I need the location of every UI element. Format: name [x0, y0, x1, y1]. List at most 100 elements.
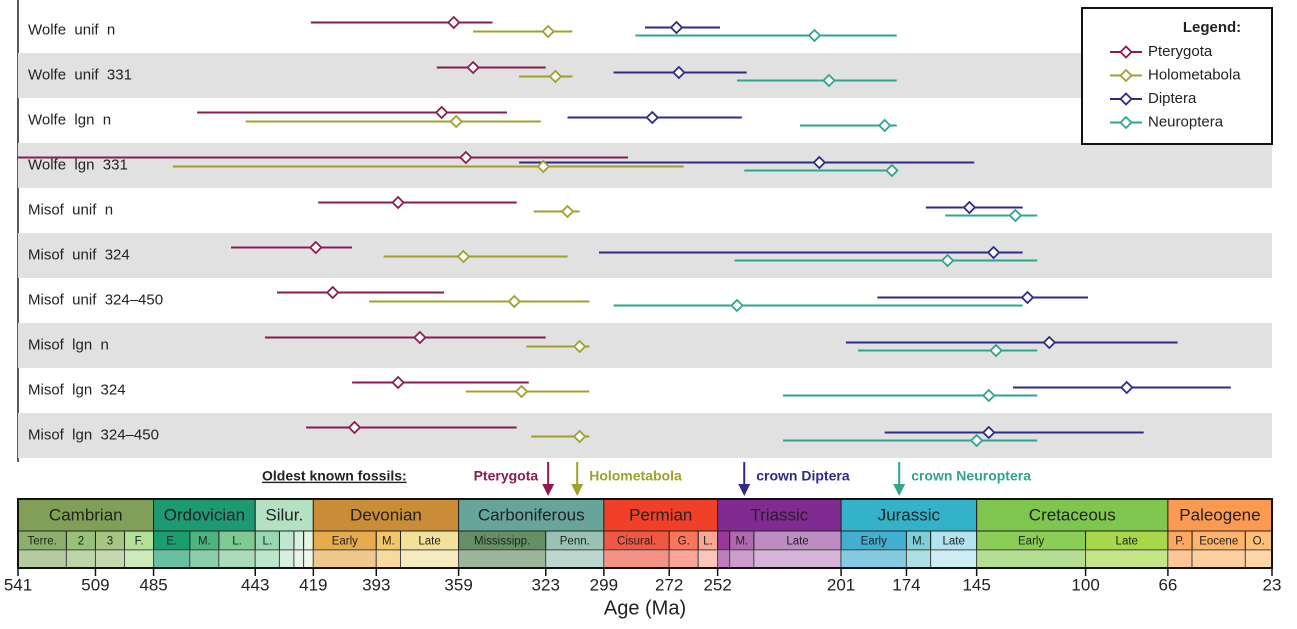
epoch-label: Early — [1018, 536, 1044, 548]
epoch-label: L. — [263, 536, 273, 548]
fossil-label: Pterygota — [474, 468, 539, 484]
row-label: Misof unif n — [28, 201, 113, 218]
estimate-marker — [981, 425, 996, 440]
legend-label: Neuroptera — [1148, 113, 1224, 130]
fossil-label: crown Diptera — [756, 468, 850, 484]
period-label: Carboniferous — [478, 505, 585, 524]
x-tick-label: 393 — [362, 575, 390, 594]
fossil-arrowhead — [893, 484, 906, 496]
fossil-arrowhead — [542, 484, 555, 496]
period-label: Cambrian — [49, 505, 123, 524]
x-tick-label: 541 — [4, 575, 32, 594]
x-tick-label: 272 — [655, 575, 683, 594]
stage-tint — [717, 550, 730, 568]
fossil-label: Holometabola — [589, 468, 682, 484]
period-block — [717, 498, 842, 532]
estimate-marker — [325, 285, 340, 300]
period-label: Devonian — [350, 505, 422, 524]
legend: Legend: Pterygota Holometabola Diptera Neuro… — [1081, 7, 1273, 145]
estimate-marker — [413, 330, 427, 345]
estimate-marker — [969, 433, 984, 448]
fossil-title: Oldest known fossils: — [262, 468, 407, 484]
stage-tint — [753, 550, 842, 568]
estimate-marker — [669, 20, 684, 35]
legend-marker — [1119, 45, 1133, 59]
estimate-marker — [308, 240, 323, 255]
estimate-marker — [822, 73, 836, 88]
row-label: Wolfe unif 331 — [28, 66, 132, 83]
estimate-marker — [885, 163, 899, 178]
estimate-marker — [514, 384, 529, 399]
stage-tint — [1245, 550, 1272, 568]
epoch-label: Late — [942, 536, 964, 548]
period-label: Cretaceous — [1029, 505, 1116, 524]
fossil-arrowhead — [571, 484, 584, 496]
estimate-marker — [548, 69, 563, 84]
estimate-marker — [730, 298, 744, 313]
estimate-marker — [1042, 335, 1057, 350]
legend-marker — [1119, 115, 1133, 130]
period-label: Silur. — [265, 505, 303, 524]
x-axis-label: Age (Ma) — [604, 597, 686, 619]
stage-tint — [729, 550, 754, 568]
estimate-marker — [541, 24, 555, 39]
stage-tint — [841, 550, 907, 568]
legend-label: Holometabola — [1148, 66, 1241, 83]
stage-tint — [930, 550, 977, 568]
epoch-label: Late — [786, 536, 808, 548]
period-label: Triassic — [750, 505, 808, 524]
legend-marker — [1119, 68, 1133, 83]
estimate-marker — [347, 420, 362, 435]
x-tick-label: 509 — [81, 575, 109, 594]
epoch-block — [278, 530, 295, 551]
stage-tint — [669, 550, 699, 568]
x-tick-label: 201 — [827, 575, 855, 594]
legend-marker — [1119, 92, 1133, 106]
estimate-marker — [645, 110, 660, 125]
estimate-marker — [560, 204, 575, 219]
stage-tint — [218, 550, 256, 568]
stage-tint — [303, 550, 314, 568]
epoch-label: Early — [861, 536, 887, 548]
stage-tint — [255, 550, 280, 568]
x-tick-label: 100 — [1071, 575, 1099, 594]
period-block — [254, 498, 314, 532]
epoch-label: Penn. — [560, 536, 590, 548]
x-tick-label: 145 — [962, 575, 990, 594]
epoch-label: M. — [735, 536, 748, 548]
epoch-label: L. — [232, 536, 242, 548]
epoch-label: Early — [332, 536, 358, 548]
x-tick-label: 359 — [444, 575, 472, 594]
stage-tint — [293, 550, 304, 568]
estimate-marker — [446, 15, 461, 30]
epoch-label: E. — [166, 536, 177, 548]
stage-tint — [458, 550, 546, 568]
estimate-marker — [986, 245, 1001, 260]
estimate-marker — [940, 253, 955, 268]
row-label: Misof lgn n — [28, 336, 109, 353]
estimate-marker — [434, 105, 449, 120]
row-band — [18, 53, 1272, 98]
epoch-label: P. — [1175, 536, 1184, 548]
estimate-marker — [466, 60, 480, 75]
epoch-label: M. — [382, 536, 395, 548]
x-tick-label: 419 — [299, 575, 327, 594]
fossil-arrowhead — [738, 484, 751, 496]
row-label: Misof unif 324 — [28, 246, 130, 263]
epoch-label: Terre. — [28, 536, 57, 548]
epoch-block — [717, 530, 731, 551]
row-label: Wolfe unif n — [28, 21, 115, 38]
epoch-label: 3 — [107, 536, 113, 548]
estimate-marker — [391, 375, 405, 390]
epoch-label: Eocene — [1199, 536, 1238, 548]
stage-tint — [400, 550, 459, 568]
row-band — [18, 323, 1272, 368]
estimate-marker — [572, 429, 587, 444]
epoch-label: O. — [1253, 536, 1265, 548]
estimate-marker — [672, 65, 686, 80]
estimate-marker — [572, 339, 587, 354]
x-tick-label: 23 — [1263, 575, 1282, 594]
stage-tint — [18, 550, 67, 568]
x-tick-label: 66 — [1158, 575, 1177, 594]
period-label: Jurassic — [878, 505, 941, 524]
